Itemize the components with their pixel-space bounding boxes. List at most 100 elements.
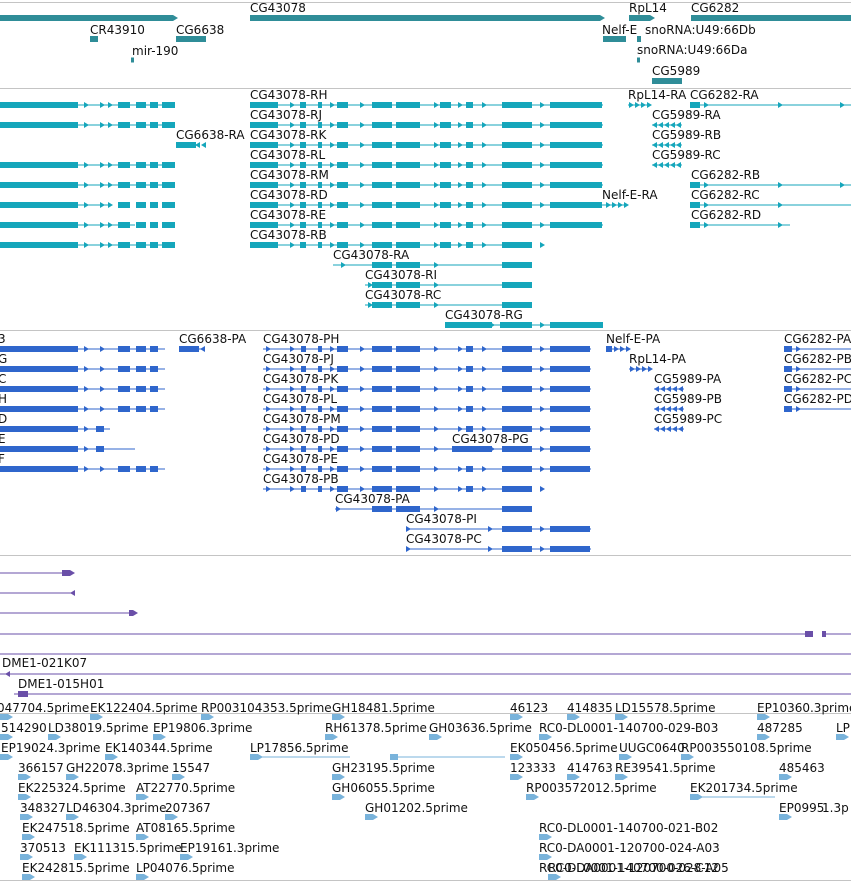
feature-label[interactable]: GH01202.5prime xyxy=(365,801,468,815)
feature-label[interactable]: RP003104353.5prime xyxy=(201,701,332,715)
feature-label[interactable]: LP04076.5prime xyxy=(136,861,235,875)
feature-label[interactable]: EK140344.5prime xyxy=(105,741,213,755)
feature-label[interactable]: 487285 xyxy=(757,721,803,735)
feature-label[interactable]: RC0-DL0001-140700-021-B02 xyxy=(539,821,719,835)
feature-label[interactable]: 3 xyxy=(0,332,6,346)
feature-label[interactable]: CG43078-PD xyxy=(263,432,340,446)
feature-label[interactable]: RE39541.5prime xyxy=(615,761,716,775)
feature-label[interactable]: EK247518.5prime xyxy=(22,821,130,835)
feature-label[interactable]: 414835 xyxy=(567,701,613,715)
feature-label[interactable]: CG6282-PD xyxy=(784,392,851,406)
feature-label[interactable]: CG5989-RB xyxy=(652,128,722,142)
feature-label[interactable]: snoRNA:U49:66Db xyxy=(645,23,756,37)
feature-label[interactable]: EP19806.3prime xyxy=(153,721,253,735)
feature-label[interactable]: RpL14-PA xyxy=(629,352,686,366)
feature-label[interactable]: 047704.5prime xyxy=(0,701,90,715)
feature-label[interactable]: RpL14 xyxy=(629,1,667,15)
feature-label[interactable]: CG43078-RG xyxy=(445,308,523,322)
feature-label[interactable]: LD15578.5prime xyxy=(615,701,716,715)
feature-label[interactable]: snoRNA:U49:66Da xyxy=(637,43,748,57)
feature-label[interactable]: CG43078-PI xyxy=(406,512,477,526)
feature-label[interactable]: CG43078-RC xyxy=(365,288,442,302)
feature-label[interactable]: CG43078-PJ xyxy=(263,352,334,366)
feature-label[interactable]: CG43078-RA xyxy=(333,248,410,262)
feature-label[interactable]: EK242815.5prime xyxy=(22,861,130,875)
feature-label[interactable]: EK201734.5prime xyxy=(690,781,798,795)
feature-label[interactable]: 1.3p xyxy=(822,801,849,815)
feature-label[interactable]: CG43078-PA xyxy=(335,492,410,506)
feature-label[interactable]: EK111315.5prime xyxy=(74,841,182,855)
feature-label[interactable]: CG43078-PH xyxy=(263,332,340,346)
feature-label[interactable]: CG6638 xyxy=(176,23,225,37)
feature-label[interactable]: CG43078-PC xyxy=(406,532,482,546)
feature-label[interactable]: CR43910 xyxy=(90,23,145,37)
feature-label[interactable]: Nelf-E-PA xyxy=(606,332,661,346)
feature-label[interactable]: EP19161.3prime xyxy=(180,841,280,855)
feature-label[interactable]: RpL14-RA xyxy=(628,88,687,102)
feature-label[interactable]: 414763 xyxy=(567,761,613,775)
feature-label[interactable]: GH03636.5prime xyxy=(429,721,532,735)
feature-label[interactable]: CG43078-PB xyxy=(263,472,339,486)
feature-label[interactable]: EK050456.5prime xyxy=(510,741,618,755)
feature-label[interactable]: AT08165.5prime xyxy=(136,821,236,835)
feature-label[interactable]: CG43078-RE xyxy=(250,208,327,222)
feature-label[interactable]: LP xyxy=(836,721,850,735)
feature-label[interactable]: DME1-021K07 xyxy=(2,656,88,670)
feature-label[interactable]: RC0-DA0001-120700-028-A05 xyxy=(548,861,729,875)
feature-label[interactable]: 514290 xyxy=(1,721,47,735)
feature-label[interactable]: 15547 xyxy=(172,761,211,775)
feature-label[interactable]: CG6282-PC xyxy=(784,372,851,386)
feature-label[interactable]: CG43078-RL xyxy=(250,148,326,162)
feature-label[interactable]: EP0995 xyxy=(779,801,825,815)
feature-label[interactable]: LP17856.5prime xyxy=(250,741,349,755)
feature-label[interactable]: E xyxy=(0,432,6,446)
feature-label[interactable]: GH22078.3prime xyxy=(66,761,169,775)
feature-label[interactable]: mir-190 xyxy=(132,44,179,58)
feature-label[interactable]: DME1-015H01 xyxy=(18,677,105,691)
feature-label[interactable]: CG6638-RA xyxy=(176,128,245,142)
feature-label[interactable]: CG43078-RB xyxy=(250,228,327,242)
feature-label[interactable]: 46123 xyxy=(510,701,549,715)
feature-label[interactable]: H xyxy=(0,392,8,406)
feature-label[interactable]: 123333 xyxy=(510,761,556,775)
feature-label[interactable]: 207367 xyxy=(165,801,211,815)
feature-label[interactable]: CG43078-PL xyxy=(263,392,338,406)
feature-label[interactable]: EK225324.5prime xyxy=(18,781,126,795)
feature-label[interactable]: CG43078-PK xyxy=(263,372,339,386)
feature-label[interactable]: RC0-DL0001-140700-029-B03 xyxy=(539,721,719,735)
feature-label[interactable]: EP10360.3prime xyxy=(757,701,851,715)
feature-label[interactable]: CG5989 xyxy=(652,64,701,78)
feature-label[interactable]: CG6638-PA xyxy=(179,332,247,346)
feature-label[interactable]: 485463 xyxy=(779,761,825,775)
feature-label[interactable]: RP003572012.5prime xyxy=(526,781,657,795)
feature-label[interactable]: CG43078-PG xyxy=(452,432,529,446)
feature-label[interactable]: CG43078 xyxy=(250,1,306,15)
feature-label[interactable]: CG43078-RD xyxy=(250,188,328,202)
feature-label[interactable]: AT22770.5prime xyxy=(136,781,236,795)
feature-label[interactable]: CG5989-PA xyxy=(654,372,722,386)
feature-label[interactable]: GH06055.5prime xyxy=(332,781,435,795)
feature-label[interactable]: Nelf-E-RA xyxy=(602,188,658,202)
feature-label[interactable]: LD38019.5prime xyxy=(48,721,149,735)
feature-label[interactable]: RC0-DA0001-120700-024-A03 xyxy=(539,841,720,855)
feature-label[interactable]: CG6282-PA xyxy=(784,332,851,346)
feature-label[interactable]: CG6282-RB xyxy=(691,168,761,182)
feature-label[interactable]: CG5989-PB xyxy=(654,392,723,406)
feature-label[interactable]: CG43078-RK xyxy=(250,128,327,142)
feature-label[interactable]: LD46304.3prime xyxy=(66,801,167,815)
feature-label[interactable]: CG43078-RM xyxy=(250,168,329,182)
feature-label[interactable]: 366157 xyxy=(18,761,64,775)
feature-label[interactable]: CG6282-RD xyxy=(691,208,762,222)
feature-label[interactable]: CG43078-PM xyxy=(263,412,341,426)
feature-label[interactable]: CG5989-RA xyxy=(652,108,721,122)
feature-label[interactable]: EP19024.3prime xyxy=(1,741,101,755)
feature-label[interactable]: Nelf-E xyxy=(602,23,638,37)
feature-label[interactable]: CG6282-RA xyxy=(690,88,759,102)
feature-label[interactable]: EK122404.5prime xyxy=(90,701,198,715)
feature-label[interactable]: F xyxy=(0,452,5,466)
feature-label[interactable]: GH18481.5prime xyxy=(332,701,435,715)
feature-label[interactable]: RP003550108.5prime xyxy=(681,741,812,755)
feature-label[interactable]: D xyxy=(0,412,8,426)
feature-label[interactable]: CG43078-RJ xyxy=(250,108,323,122)
feature-label[interactable]: CG6282-RC xyxy=(691,188,760,202)
